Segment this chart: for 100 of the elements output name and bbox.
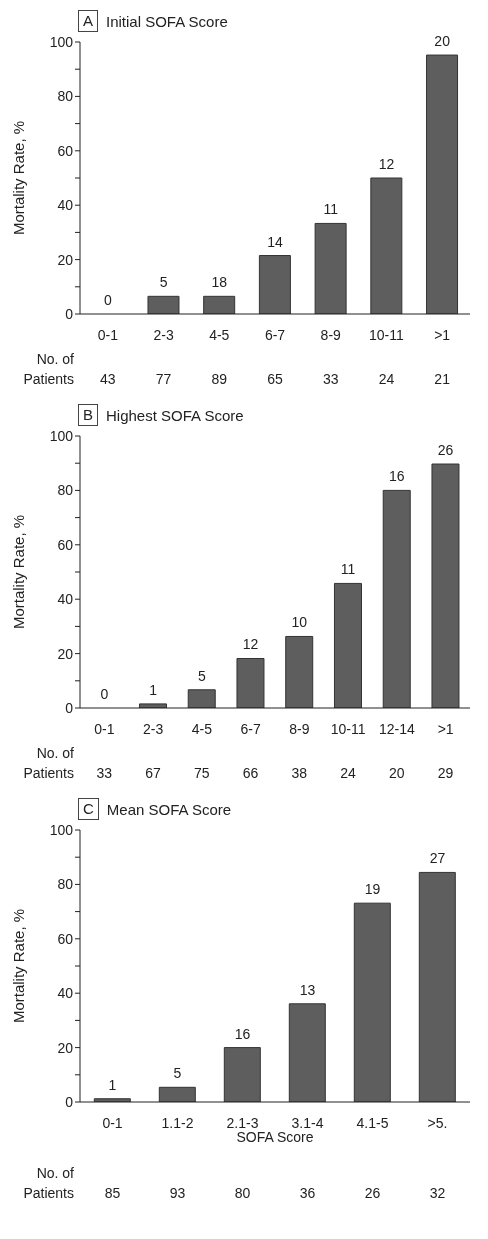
annotation: 16 xyxy=(389,468,405,485)
y-tick-label: 60 xyxy=(57,930,74,947)
annotation: 5 xyxy=(173,1065,182,1082)
text: 24 xyxy=(378,371,395,387)
x-tick-label: 0-1 xyxy=(94,721,115,737)
x-tick-label: 12-14 xyxy=(378,721,415,737)
annotation: 10 xyxy=(291,614,308,631)
x-tick-label: 1.1-2 xyxy=(161,1115,194,1131)
annotation: 19 xyxy=(364,881,381,898)
annotation: 14 xyxy=(267,233,283,250)
x-tick-label: >1 xyxy=(434,327,451,343)
bar xyxy=(418,871,456,1102)
y-tick-label: 80 xyxy=(57,482,74,499)
y-tick-label: 60 xyxy=(57,142,74,159)
annotation: 16 xyxy=(234,1025,251,1042)
y-tick-label: 20 xyxy=(57,1039,74,1056)
text: 77 xyxy=(155,371,172,387)
x-tick-label: 10-11 xyxy=(369,327,405,343)
x-tick-label: 4.1-5 xyxy=(356,1115,389,1131)
text: 38 xyxy=(291,765,308,781)
text: 36 xyxy=(299,1185,316,1201)
text: No. of Patients xyxy=(23,351,75,387)
y-tick-label: 100 xyxy=(49,427,74,444)
bar xyxy=(223,1047,261,1102)
annotation: 5 xyxy=(197,667,206,684)
text: 24 xyxy=(340,765,357,781)
text: 89 xyxy=(211,371,228,387)
text: 32 xyxy=(429,1185,446,1201)
bar xyxy=(203,295,236,314)
annotation: 0 xyxy=(100,686,109,702)
text: 26 xyxy=(364,1185,381,1201)
annotation: 12 xyxy=(378,156,395,172)
bar xyxy=(285,635,314,708)
text: 93 xyxy=(169,1185,186,1201)
bar xyxy=(187,689,216,708)
bar xyxy=(382,489,411,708)
text: 20 xyxy=(389,765,405,781)
x-tick-label: 0-1 xyxy=(102,1115,123,1131)
text: 43 xyxy=(100,371,116,387)
chart-title: Mean SOFA Score xyxy=(106,800,232,818)
annotation: 11 xyxy=(323,201,339,218)
chart-title: Initial SOFA Score xyxy=(106,12,228,30)
y-tick-label: 20 xyxy=(57,645,74,662)
text: No. of Patients xyxy=(23,1165,75,1201)
annotation: 11 xyxy=(340,561,356,578)
bar xyxy=(426,54,459,314)
y-tick-label: 0 xyxy=(65,305,74,322)
text: No. of Patients xyxy=(23,745,75,781)
y-tick-label: 0 xyxy=(65,1093,74,1110)
annotation: 18 xyxy=(211,274,228,291)
annotation: 1 xyxy=(108,1076,117,1093)
text: 33 xyxy=(96,765,113,781)
y-tick-label: 40 xyxy=(57,197,74,214)
annotation: 27 xyxy=(429,850,446,867)
text: B xyxy=(78,404,99,426)
text: 80 xyxy=(234,1185,251,1201)
x-tick-label: 2-3 xyxy=(153,327,174,343)
annotation: 26 xyxy=(437,442,454,459)
text: 65 xyxy=(267,371,283,387)
annotation: 1 xyxy=(149,681,158,698)
y-axis-title: Mortality Rate, % xyxy=(10,514,27,630)
bar xyxy=(288,1003,326,1102)
y-tick-label: 80 xyxy=(57,88,74,105)
x-tick-label: 2.1-3 xyxy=(226,1115,259,1131)
bar xyxy=(158,1086,196,1102)
x-tick-label: >5. xyxy=(427,1115,448,1131)
y-tick-label: 40 xyxy=(57,985,74,1002)
bar xyxy=(370,177,403,314)
text: 29 xyxy=(437,765,454,781)
text: C xyxy=(78,798,99,820)
x-tick-label: 4-5 xyxy=(191,721,213,737)
x-tick-label: 8-9 xyxy=(320,327,342,343)
x-tick-label: 6-7 xyxy=(264,327,286,343)
bar xyxy=(236,658,265,708)
y-axis-title: Mortality Rate, % xyxy=(10,908,27,1024)
text: 85 xyxy=(104,1185,121,1201)
annotation: 0 xyxy=(103,292,112,308)
y-tick-label: 80 xyxy=(57,876,74,893)
text: 67 xyxy=(145,765,162,781)
text: 33 xyxy=(322,371,339,387)
x-tick-label: 8-9 xyxy=(289,721,310,737)
y-tick-label: 0 xyxy=(65,699,74,716)
x-tick-label: 10-11 xyxy=(330,721,366,737)
text: A xyxy=(78,10,99,32)
text: 66 xyxy=(242,765,259,781)
y-tick-label: 20 xyxy=(57,251,74,268)
chart-title: Highest SOFA Score xyxy=(106,406,244,424)
bar xyxy=(333,582,362,708)
bar xyxy=(314,222,347,314)
text: 75 xyxy=(194,765,210,781)
y-tick-label: 40 xyxy=(57,591,74,608)
annotation: 12 xyxy=(242,636,259,653)
bar xyxy=(147,295,180,314)
y-tick-label: 60 xyxy=(57,536,74,553)
x-tick-label: 3.1-4 xyxy=(291,1115,324,1131)
x-tick-label: 2-3 xyxy=(143,721,164,737)
annotation: 5 xyxy=(159,274,168,291)
annotation: 20 xyxy=(434,33,451,50)
x-tick-label: 0-1 xyxy=(97,327,119,343)
x-tick-label: 6-7 xyxy=(240,721,261,737)
